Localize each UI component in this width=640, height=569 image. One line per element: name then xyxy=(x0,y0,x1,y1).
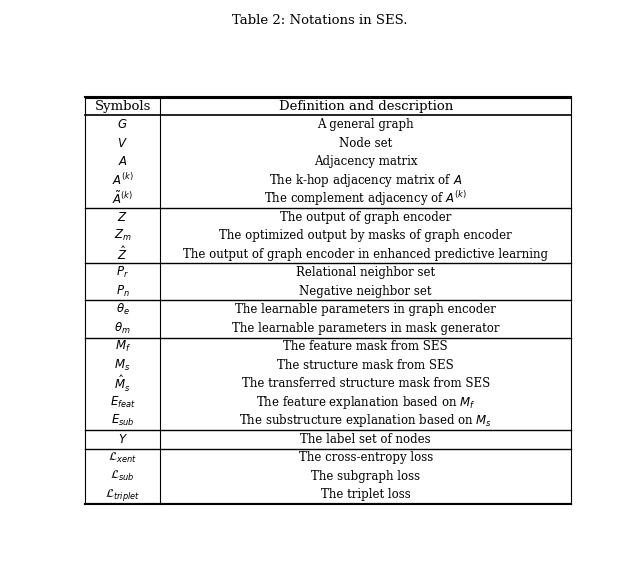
Text: $\theta_e$: $\theta_e$ xyxy=(116,302,129,318)
Text: The structure mask from SES: The structure mask from SES xyxy=(277,359,454,372)
Text: The output of graph encoder: The output of graph encoder xyxy=(280,211,451,224)
Text: $\hat{M}_s$: $\hat{M}_s$ xyxy=(115,374,131,394)
Text: Adjacency matrix: Adjacency matrix xyxy=(314,155,417,168)
Text: $\mathcal{L}_{xent}$: $\mathcal{L}_{xent}$ xyxy=(108,451,137,465)
Text: The subgraph loss: The subgraph loss xyxy=(311,470,420,483)
Text: The triplet loss: The triplet loss xyxy=(321,488,410,501)
Text: The complement adjacency of $A^{(k)}$: The complement adjacency of $A^{(k)}$ xyxy=(264,189,467,208)
Text: $\mathcal{L}_{sub}$: $\mathcal{L}_{sub}$ xyxy=(110,469,135,484)
Text: $G$: $G$ xyxy=(117,118,128,131)
Text: $Z$: $Z$ xyxy=(117,211,128,224)
Text: $E_{feat}$: $E_{feat}$ xyxy=(109,395,136,410)
Text: $E_{sub}$: $E_{sub}$ xyxy=(111,413,134,428)
Text: $Y$: $Y$ xyxy=(118,433,127,446)
Text: A general graph: A general graph xyxy=(317,118,414,131)
Text: The learnable parameters in graph encoder: The learnable parameters in graph encode… xyxy=(236,303,496,316)
Text: The learnable parameters in mask generator: The learnable parameters in mask generat… xyxy=(232,322,499,335)
Text: The output of graph encoder in enhanced predictive learning: The output of graph encoder in enhanced … xyxy=(183,248,548,261)
Text: The transferred structure mask from SES: The transferred structure mask from SES xyxy=(241,377,490,390)
Text: $\hat{Z}$: $\hat{Z}$ xyxy=(117,245,128,263)
Text: The substructure explanation based on $M_s$: The substructure explanation based on $M… xyxy=(239,413,492,430)
Text: The feature mask from SES: The feature mask from SES xyxy=(284,340,448,353)
Text: The k-hop adjacency matrix of $A$: The k-hop adjacency matrix of $A$ xyxy=(269,172,462,188)
Text: The cross-entropy loss: The cross-entropy loss xyxy=(298,451,433,464)
Text: Table 2: Notations in SES.: Table 2: Notations in SES. xyxy=(232,14,408,27)
Text: $M_s$: $M_s$ xyxy=(115,358,131,373)
Text: $Z_m$: $Z_m$ xyxy=(114,228,132,243)
Text: $A^{(k)}$: $A^{(k)}$ xyxy=(111,172,134,188)
Text: Negative neighbor set: Negative neighbor set xyxy=(300,284,432,298)
Text: Node set: Node set xyxy=(339,137,392,150)
Text: Relational neighbor set: Relational neighbor set xyxy=(296,266,435,279)
Text: The label set of nodes: The label set of nodes xyxy=(300,433,431,446)
Text: $V$: $V$ xyxy=(117,137,128,150)
Text: $\mathcal{L}_{triplet}$: $\mathcal{L}_{triplet}$ xyxy=(105,487,140,503)
Text: $A$: $A$ xyxy=(118,155,127,168)
Text: $P_r$: $P_r$ xyxy=(116,265,129,281)
Text: Definition and description: Definition and description xyxy=(278,100,452,113)
Text: $M_f$: $M_f$ xyxy=(115,339,131,354)
Text: $\tilde{A}^{(k)}$: $\tilde{A}^{(k)}$ xyxy=(112,191,133,207)
Text: The optimized output by masks of graph encoder: The optimized output by masks of graph e… xyxy=(220,229,512,242)
Text: $\theta_m$: $\theta_m$ xyxy=(115,321,131,336)
Text: Symbols: Symbols xyxy=(95,100,151,113)
Text: $P_n$: $P_n$ xyxy=(116,284,129,299)
Text: The feature explanation based on $M_f$: The feature explanation based on $M_f$ xyxy=(256,394,476,411)
